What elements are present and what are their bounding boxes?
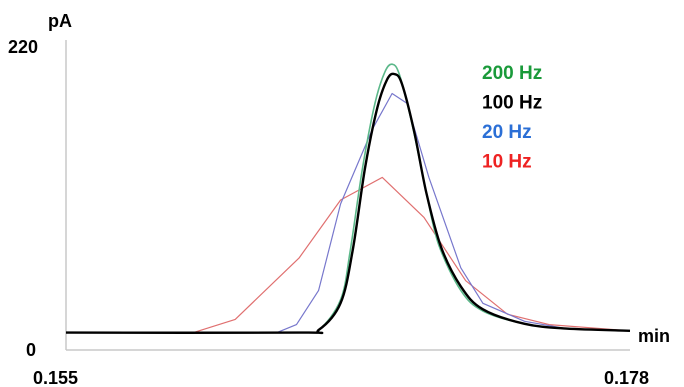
- series-line-100-hz: [65, 72, 631, 335]
- x-axis-label: min: [638, 326, 670, 346]
- legend-entry-20-hz: 20 Hz: [482, 122, 532, 143]
- x-tick-label-end: 0.178: [604, 368, 649, 387]
- series-layer: [65, 63, 631, 335]
- series-line-200-hz: [65, 63, 631, 334]
- legend-entry-10-hz: 10 Hz: [482, 152, 532, 173]
- legend: 200 Hz 100 Hz 20 Hz 10 Hz: [482, 63, 542, 173]
- axes: [65, 40, 630, 351]
- y-tick-label-bottom: 0: [26, 340, 36, 360]
- y-tick-label-top: 220: [8, 37, 38, 57]
- y-axis-label: pA: [48, 11, 72, 31]
- legend-entry-200-hz: 200 Hz: [482, 63, 542, 84]
- x-tick-label-start: 0.155: [33, 368, 78, 387]
- series-line-20-hz: [66, 92, 631, 334]
- series-line-10-hz: [66, 176, 631, 334]
- legend-entry-100-hz: 100 Hz: [482, 93, 542, 114]
